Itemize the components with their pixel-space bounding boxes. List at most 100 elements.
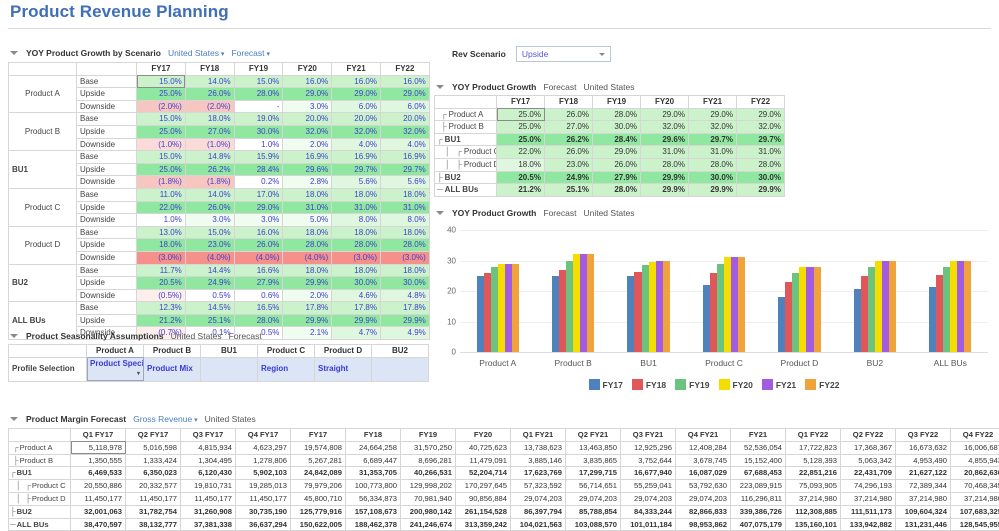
data-cell[interactable]: 21.2% <box>136 313 186 328</box>
profile-cell[interactable]: Product Mix <box>143 356 201 382</box>
data-cell[interactable]: 15.0% <box>136 112 186 126</box>
data-cell[interactable]: 8.0% <box>331 213 381 227</box>
data-cell[interactable]: 3.0% <box>282 99 333 114</box>
data-cell[interactable]: 40,266,531 <box>400 466 456 481</box>
profile-cell[interactable]: Region <box>257 356 315 382</box>
bar[interactable] <box>806 266 814 352</box>
data-cell[interactable]: 15.0% <box>136 150 186 164</box>
data-cell[interactable]: 0.5% <box>184 288 235 303</box>
data-cell[interactable]: 32.0% <box>379 124 430 139</box>
data-cell[interactable]: 11,450,177 <box>235 491 291 506</box>
data-cell[interactable]: 1.0% <box>233 137 284 152</box>
data-cell[interactable]: 32.0% <box>282 124 333 139</box>
data-cell[interactable]: 2.1% <box>282 326 333 341</box>
data-cell[interactable]: (2.0%) <box>184 99 235 114</box>
data-cell[interactable]: 261,154,528 <box>455 504 511 519</box>
bar[interactable] <box>936 275 944 352</box>
data-cell[interactable]: 29.7% <box>736 132 785 147</box>
data-cell[interactable]: 3,678,745 <box>675 453 731 468</box>
data-cell[interactable]: 4.7% <box>331 326 381 341</box>
data-cell[interactable]: 72,389,344 <box>895 479 951 493</box>
data-cell[interactable]: 313,359,242 <box>455 517 511 531</box>
data-cell[interactable]: 20.0% <box>331 112 381 126</box>
data-cell[interactable]: 26.0% <box>184 87 235 101</box>
data-cell[interactable]: 17.8% <box>282 301 333 315</box>
data-cell[interactable]: 29.6% <box>640 132 689 147</box>
data-cell[interactable]: 31.0% <box>379 200 430 215</box>
data-cell[interactable]: 103,088,570 <box>565 517 621 531</box>
data-cell[interactable]: 3,835,865 <box>565 453 621 468</box>
data-cell[interactable]: 90,856,884 <box>455 491 511 506</box>
data-cell[interactable]: 29,074,203 <box>510 491 566 506</box>
data-cell[interactable]: 67,688,453 <box>730 466 786 481</box>
data-cell[interactable]: 17.0% <box>233 187 284 202</box>
data-cell[interactable]: 30.0% <box>233 124 284 139</box>
profile-cell[interactable] <box>200 356 258 382</box>
data-cell[interactable]: 79,979,206 <box>290 479 346 493</box>
bar[interactable] <box>799 266 807 352</box>
data-cell[interactable]: 16.9% <box>379 150 430 164</box>
data-cell[interactable]: (1.8%) <box>184 175 235 189</box>
bar[interactable] <box>813 266 821 352</box>
bar[interactable] <box>716 263 725 352</box>
data-cell[interactable]: 29.0% <box>736 107 785 122</box>
data-cell[interactable]: 25.1% <box>184 313 235 328</box>
data-cell[interactable]: 32.0% <box>688 120 737 134</box>
data-cell[interactable]: 31.0% <box>640 145 689 159</box>
bar[interactable] <box>476 275 484 352</box>
data-cell[interactable]: 57,323,592 <box>510 479 566 493</box>
data-cell[interactable]: 70,981,940 <box>400 491 456 506</box>
data-cell[interactable]: - <box>233 99 284 114</box>
chevron-down-icon[interactable] <box>10 51 18 55</box>
data-cell[interactable]: 37,214,980 <box>895 491 951 506</box>
bar[interactable] <box>648 261 656 352</box>
chevron-down-icon[interactable] <box>436 85 444 89</box>
data-cell[interactable]: 3,752,644 <box>620 453 676 468</box>
data-cell[interactable]: 26.0% <box>184 200 235 215</box>
data-cell[interactable]: 26.2% <box>184 162 235 177</box>
bar[interactable] <box>943 266 951 352</box>
data-cell[interactable]: 29.9% <box>736 183 785 197</box>
data-cell[interactable]: 101,011,184 <box>620 517 676 531</box>
data-cell[interactable]: 32.0% <box>640 120 689 134</box>
data-cell[interactable]: 223,089,915 <box>730 479 786 493</box>
data-cell[interactable]: 6,689,447 <box>345 453 401 468</box>
data-cell[interactable]: 31,570,250 <box>400 440 456 455</box>
data-cell[interactable]: 111,511,173 <box>840 504 896 519</box>
bar[interactable] <box>853 289 861 352</box>
data-cell[interactable]: 19.0% <box>233 112 284 126</box>
data-cell[interactable]: 29.0% <box>688 107 737 122</box>
data-cell[interactable]: 14.4% <box>184 263 235 278</box>
data-cell[interactable]: 32,001,063 <box>70 504 126 519</box>
data-cell[interactable]: 6,350,023 <box>125 466 181 481</box>
data-cell[interactable]: 15,152,400 <box>730 453 786 468</box>
data-cell[interactable]: (1.8%) <box>136 175 186 189</box>
legend-item[interactable]: FY22 <box>805 379 839 390</box>
data-cell[interactable]: 16.9% <box>282 150 333 164</box>
data-cell[interactable]: 31.0% <box>331 200 381 215</box>
data-cell[interactable]: 0.6% <box>233 288 284 303</box>
profile-cell[interactable]: Product Specific▾ <box>86 356 144 382</box>
data-cell[interactable]: 104,021,563 <box>510 517 566 531</box>
bar[interactable] <box>662 261 670 352</box>
data-cell[interactable]: 28.0% <box>736 157 785 172</box>
bar[interactable] <box>929 287 937 352</box>
data-cell[interactable]: 27.0% <box>184 124 235 139</box>
data-cell[interactable]: 16.0% <box>282 74 333 89</box>
bar[interactable] <box>709 272 717 352</box>
data-cell[interactable]: 28.4% <box>233 162 284 177</box>
data-cell[interactable]: 25.0% <box>496 132 545 147</box>
data-cell[interactable]: 23.0% <box>544 157 593 172</box>
bar[interactable] <box>627 275 635 352</box>
data-cell[interactable]: 20,332,577 <box>125 479 181 493</box>
data-cell[interactable]: 19,810,731 <box>180 479 236 493</box>
data-cell[interactable]: 17,722,823 <box>785 440 841 455</box>
bar[interactable] <box>504 263 512 352</box>
data-cell[interactable]: (1.0%) <box>184 137 235 152</box>
data-cell[interactable]: 29.7% <box>688 132 737 147</box>
data-cell[interactable]: 18.0% <box>282 263 333 278</box>
data-cell[interactable]: 29.0% <box>379 87 430 101</box>
data-cell[interactable]: 70,468,345 <box>950 479 999 493</box>
data-cell[interactable]: 15.9% <box>233 150 284 164</box>
data-cell[interactable]: 1.0% <box>136 213 186 227</box>
